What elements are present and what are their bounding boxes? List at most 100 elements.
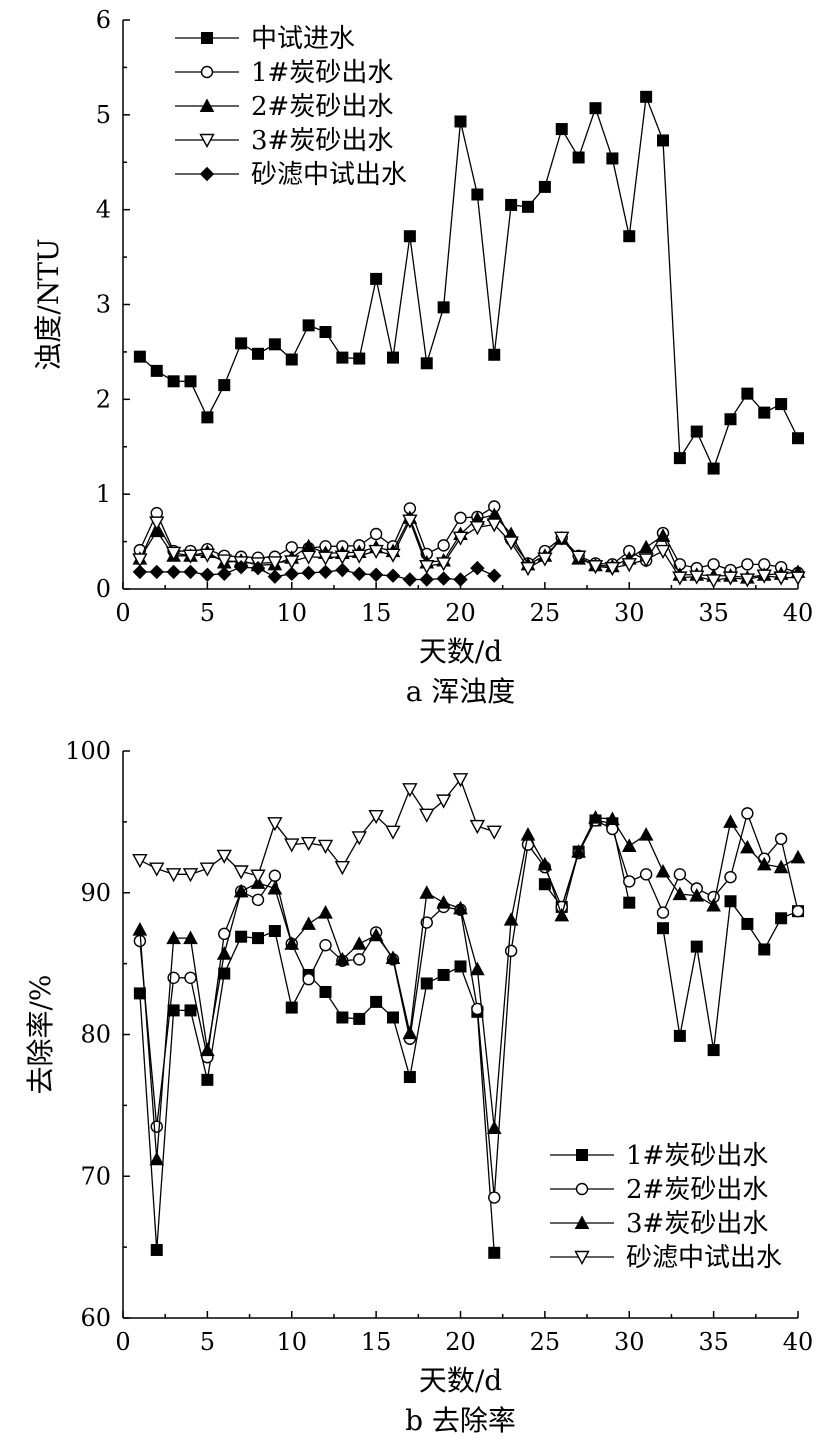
x-ticks: 0 5 10 15 20 25 30 35 40 [115,1311,813,1356]
data-point [183,564,198,580]
data-point [672,886,688,901]
data-point [302,973,315,986]
data-point [402,572,418,587]
data-point [537,552,553,567]
data-point [149,1151,165,1166]
data-point [184,375,197,388]
data-point [284,555,300,570]
data-point [403,1071,416,1084]
data-point [690,940,703,953]
data-point [673,868,687,881]
data-point [454,960,467,973]
data-point [318,905,333,919]
data-point [504,944,518,958]
data-point [555,123,568,136]
legend-item: 砂滤中试出水 [175,160,407,190]
data-point [690,425,703,438]
data-point [385,950,401,964]
data-point [724,413,737,426]
data-point [621,838,637,852]
legend-marker [200,65,214,79]
data-point [235,337,248,350]
x-tick-label: 10 [276,599,307,627]
data-point [538,878,551,891]
series-line [139,778,495,877]
legend-label: 2#炭砂出水 [626,1175,768,1205]
x-tick-label: 30 [614,599,645,627]
legend-item: 2#炭砂出水 [175,92,393,122]
data-point [353,953,366,966]
x-tick-label: 0 [115,599,130,627]
data-point [385,825,401,840]
legend-item: 中试进水 [175,24,355,54]
data-point [638,553,654,568]
series-line [139,566,495,581]
data-point [133,350,146,363]
data-point [385,548,401,563]
legend-marker [576,1149,588,1161]
data-point [437,539,450,552]
data-point [132,564,148,580]
series-line [139,519,798,582]
data-point [284,936,300,950]
data-point [301,565,316,581]
data-point [336,351,349,364]
data-point [538,180,551,193]
data-point [216,946,232,960]
data-point [488,1246,501,1259]
legend-marker [574,1250,590,1265]
data-point [756,569,772,584]
removal-rate-chart: 0 5 10 15 20 25 30 35 40 60 70 80 90 100 天数/d 去除率/% b 去除… [24,737,813,1437]
data-point [790,849,806,864]
data-point [385,568,401,583]
series-5 [132,559,502,587]
data-point [505,198,518,211]
data-point [149,862,165,877]
x-ticks: 0 5 10 15 20 25 30 35 40 [115,582,813,627]
data-point [522,200,534,213]
series-1 [133,90,804,475]
data-point [368,567,384,582]
data-point [488,348,501,361]
data-point [319,326,332,339]
data-point [520,827,536,841]
data-point [267,817,283,832]
x-tick-label: 0 [115,1328,130,1356]
data-point [488,1191,501,1204]
data-point [587,560,604,575]
data-point [656,906,670,919]
data-point [621,558,637,573]
data-point [487,568,502,583]
data-point [437,301,450,314]
data-point [503,536,519,551]
series-3 [132,810,806,1166]
data-point [184,971,197,984]
data-point [790,571,806,586]
x-tick-label: 20 [445,599,476,627]
data-point [217,566,232,582]
data-point [199,548,216,563]
legend-item: 砂滤中试出水 [550,1243,782,1273]
legend-item: 3#炭砂出水 [550,1209,768,1239]
data-point [336,1011,349,1024]
legend-marker [574,1215,590,1229]
data-point [352,566,367,582]
legend-item: 3#炭砂出水 [175,126,393,156]
data-point [724,895,737,908]
data-point [589,102,602,115]
data-point [655,544,671,560]
data-point [606,152,619,165]
data-point [657,134,669,147]
data-point [235,930,248,943]
data-point [638,539,654,554]
x-tick-label: 35 [698,599,729,627]
data-point [317,839,334,854]
data-point [150,1243,163,1256]
data-point [387,1011,399,1024]
data-point [132,553,148,568]
data-point [437,968,450,981]
data-point [250,869,266,884]
data-point [655,528,671,542]
